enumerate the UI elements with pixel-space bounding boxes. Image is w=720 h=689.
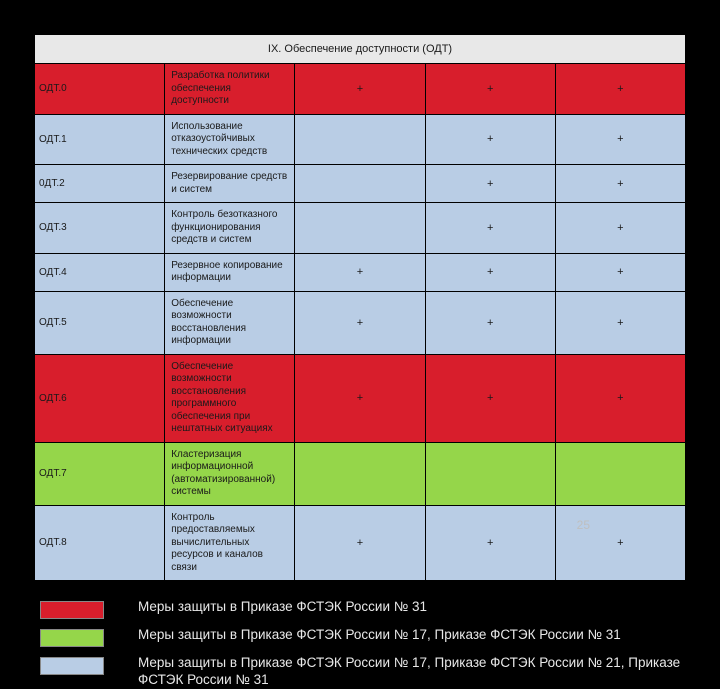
row-mark: +: [425, 354, 555, 442]
row-description: Обеспечение возможности восстановления и…: [165, 291, 295, 354]
row-mark: [295, 165, 425, 203]
row-mark: +: [295, 354, 425, 442]
row-code: ОДТ.7: [35, 442, 165, 505]
row-mark: +: [295, 505, 425, 581]
row-mark: +: [555, 253, 685, 291]
row-code: ОДТ.5: [35, 291, 165, 354]
row-code: ОДТ.0: [35, 64, 165, 115]
row-description: Использование отказоустойчивых техническ…: [165, 114, 295, 165]
row-mark: +: [555, 505, 685, 581]
row-mark: +: [555, 64, 685, 115]
table-row: ОДТ.1Использование отказоустойчивых техн…: [35, 114, 686, 165]
table-row: ОДТ.4Резервное копирование информации+++: [35, 253, 686, 291]
row-mark: [425, 442, 555, 505]
row-description: Контроль безотказного функционирования с…: [165, 203, 295, 254]
row-mark: +: [425, 203, 555, 254]
row-code: 0ДТ.2: [35, 165, 165, 203]
table-row: ОДТ.6Обеспечение возможности восстановле…: [35, 354, 686, 442]
row-mark: +: [425, 64, 555, 115]
row-description: Обеспечение возможности восстановления п…: [165, 354, 295, 442]
row-mark: +: [425, 291, 555, 354]
legend-text: Меры защиты в Приказе ФСТЭК России № 17,…: [138, 655, 686, 689]
legend: Меры защиты в Приказе ФСТЭК России № 31 М…: [34, 599, 686, 689]
row-mark: [295, 442, 425, 505]
legend-swatch: [40, 629, 104, 647]
row-code: ОДТ.8: [35, 505, 165, 581]
row-mark: +: [425, 253, 555, 291]
table-row: 0ДТ.2Резервирование средств и систем ++: [35, 165, 686, 203]
legend-text: Меры защиты в Приказе ФСТЭК России № 17,…: [138, 627, 621, 644]
row-code: ОДТ.1: [35, 114, 165, 165]
legend-swatch: [40, 657, 104, 675]
table-row: ОДТ.8Контроль предоставляемых вычислител…: [35, 505, 686, 581]
legend-swatch: [40, 601, 104, 619]
row-mark: +: [555, 165, 685, 203]
table-row: ОДТ.5Обеспечение возможности восстановле…: [35, 291, 686, 354]
row-mark: +: [555, 291, 685, 354]
row-mark: +: [295, 291, 425, 354]
row-mark: [295, 203, 425, 254]
row-mark: +: [295, 253, 425, 291]
row-description: Контроль предоставляемых вычислительных …: [165, 505, 295, 581]
row-code: ОДТ.4: [35, 253, 165, 291]
legend-row: Меры защиты в Приказе ФСТЭК России № 31: [40, 599, 686, 619]
row-mark: +: [425, 165, 555, 203]
row-description: Кластеризация информационной (автоматизи…: [165, 442, 295, 505]
table-header: IX. Обеспечение доступности (ОДТ): [35, 35, 686, 64]
availability-table: IX. Обеспечение доступности (ОДТ) ОДТ.0Р…: [34, 34, 686, 581]
page-number: 25: [577, 518, 590, 532]
row-description: Резервирование средств и систем: [165, 165, 295, 203]
row-code: ОДТ.6: [35, 354, 165, 442]
table-row: ОДТ.7Кластеризация информационной (автом…: [35, 442, 686, 505]
row-code: ОДТ.3: [35, 203, 165, 254]
row-mark: +: [425, 505, 555, 581]
legend-text: Меры защиты в Приказе ФСТЭК России № 31: [138, 599, 427, 616]
row-mark: [555, 442, 685, 505]
row-description: Разработка политики обеспечения доступно…: [165, 64, 295, 115]
row-mark: +: [555, 114, 685, 165]
row-mark: [295, 114, 425, 165]
table-row: ОДТ.0Разработка политики обеспечения дос…: [35, 64, 686, 115]
legend-row: Меры защиты в Приказе ФСТЭК России № 17,…: [40, 655, 686, 689]
row-mark: +: [295, 64, 425, 115]
legend-row: Меры защиты в Приказе ФСТЭК России № 17,…: [40, 627, 686, 647]
row-description: Резервное копирование информации: [165, 253, 295, 291]
table-row: ОДТ.3Контроль безотказного функционирова…: [35, 203, 686, 254]
row-mark: +: [555, 203, 685, 254]
row-mark: +: [555, 354, 685, 442]
row-mark: +: [425, 114, 555, 165]
